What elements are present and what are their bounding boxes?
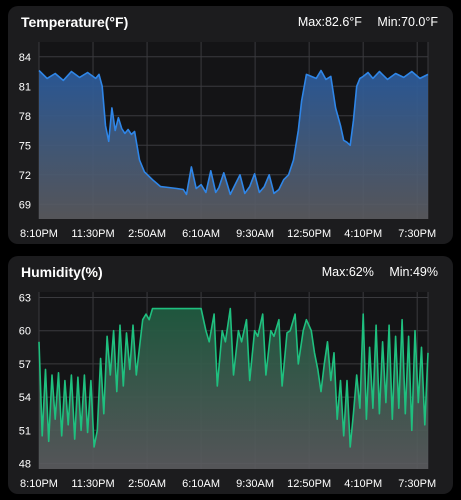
humidity-ytick-label: 57: [19, 359, 31, 371]
humidity-xtick-label: 11:30PM: [71, 478, 114, 490]
humidity-plot[interactable]: 63 60 57 54 51 48 8:10PM 11:30PM 2:50AM 6:10AM 9:3…: [8, 256, 453, 494]
temperature-ytick-label: 75: [19, 140, 31, 152]
humidity-xtick-label: 8:10PM: [20, 478, 58, 490]
temperature-xtick-label: 11:30PM: [71, 228, 114, 240]
humidity-stats: Max:62% Min:49%: [322, 265, 438, 279]
humidity-xtick-label: 7:30PM: [398, 478, 436, 490]
temperature-ytick-label: 78: [19, 111, 31, 123]
temperature-plot[interactable]: 84 81 78 75 72 69 8:10PM 11:30PM 2:50AM 6:10AM 9:3…: [8, 6, 453, 244]
humidity-title: Humidity(%): [21, 264, 103, 280]
humidity-min: Min:49%: [389, 265, 438, 279]
temperature-xtick-label: 6:10AM: [182, 228, 220, 240]
temperature-title: Temperature(°F): [21, 14, 129, 30]
humidity-area-fill: [39, 308, 428, 469]
humidity-series-line: [38, 307, 429, 448]
temperature-max: Max:82.6°F: [297, 15, 362, 29]
temperature-ytick-label: 69: [19, 199, 31, 211]
temperature-card: 84 81 78 75 72 69 8:10PM 11:30PM 2:50AM 6:10AM 9:3…: [8, 6, 453, 244]
humidity-xtick-label: 2:50AM: [128, 478, 166, 490]
temperature-min: Min:70.0°F: [377, 15, 438, 29]
humidity-card-header: Humidity(%) Max:62% Min:49%: [8, 256, 453, 286]
temperature-ytick-label: 84: [19, 52, 31, 64]
humidity-card: 63 60 57 54 51 48 8:10PM 11:30PM 2:50AM 6:10AM 9:3…: [8, 256, 453, 494]
temperature-series-line: [38, 69, 429, 196]
temperature-ytick-label: 72: [19, 170, 31, 182]
temperature-card-header: Temperature(°F) Max:82.6°F Min:70.0°F: [8, 6, 453, 36]
humidity-xtick-label: 12:50PM: [287, 478, 331, 490]
humidity-xtick-label: 9:30AM: [236, 478, 274, 490]
temperature-area-fill: [39, 70, 428, 219]
humidity-ytick-label: 63: [19, 293, 31, 305]
humidity-ytick-label: 51: [19, 425, 31, 437]
temperature-xtick-label: 7:30PM: [398, 228, 436, 240]
temperature-xtick-label: 9:30AM: [236, 228, 274, 240]
temperature-xtick-label: 4:10PM: [344, 228, 382, 240]
humidity-xtick-label: 4:10PM: [344, 478, 382, 490]
temperature-ytick-label: 81: [19, 81, 31, 93]
temperature-xtick-label: 8:10PM: [20, 228, 58, 240]
humidity-ytick-label: 54: [19, 392, 31, 404]
humidity-ytick-label: 60: [19, 326, 31, 338]
temperature-stats: Max:82.6°F Min:70.0°F: [298, 15, 438, 29]
humidity-max: Max:62%: [321, 265, 374, 279]
temperature-xtick-label: 2:50AM: [128, 228, 166, 240]
temperature-xtick-label: 12:50PM: [287, 228, 331, 240]
humidity-ytick-label: 48: [19, 458, 31, 470]
humidity-xtick-label: 6:10AM: [182, 478, 220, 490]
